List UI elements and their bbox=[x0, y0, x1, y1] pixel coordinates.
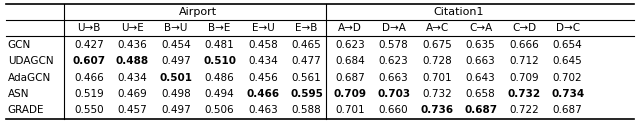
Text: 0.687: 0.687 bbox=[553, 105, 582, 115]
Text: C→A: C→A bbox=[469, 23, 492, 33]
Text: 0.481: 0.481 bbox=[205, 40, 234, 50]
Text: 0.709: 0.709 bbox=[509, 72, 539, 83]
Text: 0.703: 0.703 bbox=[377, 89, 410, 99]
Text: 0.477: 0.477 bbox=[292, 56, 321, 66]
Text: U→B: U→B bbox=[77, 23, 100, 33]
Text: 0.635: 0.635 bbox=[466, 40, 495, 50]
Text: 0.497: 0.497 bbox=[161, 56, 191, 66]
Text: 0.654: 0.654 bbox=[553, 40, 582, 50]
Text: 0.702: 0.702 bbox=[553, 72, 582, 83]
Text: 0.643: 0.643 bbox=[466, 72, 495, 83]
Text: U→E: U→E bbox=[121, 23, 144, 33]
Text: E→B: E→B bbox=[296, 23, 317, 33]
Text: 0.510: 0.510 bbox=[203, 56, 236, 66]
Text: A→C: A→C bbox=[426, 23, 449, 33]
Text: 0.732: 0.732 bbox=[508, 89, 541, 99]
Text: 0.434: 0.434 bbox=[118, 72, 147, 83]
Text: 0.607: 0.607 bbox=[72, 56, 106, 66]
Text: 0.519: 0.519 bbox=[74, 89, 104, 99]
Text: A→D: A→D bbox=[338, 23, 362, 33]
Text: 0.498: 0.498 bbox=[161, 89, 191, 99]
Text: 0.550: 0.550 bbox=[74, 105, 104, 115]
Text: 0.734: 0.734 bbox=[551, 89, 584, 99]
Text: 0.728: 0.728 bbox=[422, 56, 452, 66]
Text: 0.709: 0.709 bbox=[333, 89, 367, 99]
Text: 0.434: 0.434 bbox=[248, 56, 278, 66]
Text: ASN: ASN bbox=[8, 89, 29, 99]
Text: 0.663: 0.663 bbox=[379, 72, 408, 83]
Text: 0.463: 0.463 bbox=[248, 105, 278, 115]
Text: B→U: B→U bbox=[164, 23, 188, 33]
Text: 0.561: 0.561 bbox=[292, 72, 321, 83]
Text: 0.687: 0.687 bbox=[335, 72, 365, 83]
Text: 0.736: 0.736 bbox=[420, 105, 454, 115]
Text: C→D: C→D bbox=[512, 23, 536, 33]
Text: 0.486: 0.486 bbox=[205, 72, 234, 83]
Text: 0.466: 0.466 bbox=[74, 72, 104, 83]
Text: Citation1: Citation1 bbox=[434, 7, 484, 17]
Text: 0.588: 0.588 bbox=[292, 105, 321, 115]
Text: 0.458: 0.458 bbox=[248, 40, 278, 50]
Text: 0.457: 0.457 bbox=[118, 105, 147, 115]
Text: D→C: D→C bbox=[556, 23, 580, 33]
Text: 0.595: 0.595 bbox=[290, 89, 323, 99]
Text: 0.684: 0.684 bbox=[335, 56, 365, 66]
Text: 0.687: 0.687 bbox=[464, 105, 497, 115]
Text: 0.506: 0.506 bbox=[205, 105, 234, 115]
Text: 0.623: 0.623 bbox=[379, 56, 408, 66]
Text: 0.456: 0.456 bbox=[248, 72, 278, 83]
Text: 0.660: 0.660 bbox=[379, 105, 408, 115]
Text: 0.578: 0.578 bbox=[379, 40, 408, 50]
Text: GRADE: GRADE bbox=[8, 105, 44, 115]
Text: AdaGCN: AdaGCN bbox=[8, 72, 51, 83]
Text: 0.732: 0.732 bbox=[422, 89, 452, 99]
Text: 0.701: 0.701 bbox=[335, 105, 365, 115]
Text: 0.469: 0.469 bbox=[118, 89, 147, 99]
Text: 0.488: 0.488 bbox=[116, 56, 149, 66]
Text: 0.701: 0.701 bbox=[422, 72, 452, 83]
Text: 0.454: 0.454 bbox=[161, 40, 191, 50]
Text: 0.623: 0.623 bbox=[335, 40, 365, 50]
Text: GCN: GCN bbox=[8, 40, 31, 50]
Text: 0.436: 0.436 bbox=[118, 40, 147, 50]
Text: 0.427: 0.427 bbox=[74, 40, 104, 50]
Text: 0.666: 0.666 bbox=[509, 40, 539, 50]
Text: B→E: B→E bbox=[209, 23, 230, 33]
Text: 0.722: 0.722 bbox=[509, 105, 539, 115]
Text: 0.675: 0.675 bbox=[422, 40, 452, 50]
Text: 0.645: 0.645 bbox=[553, 56, 582, 66]
Text: D→A: D→A bbox=[381, 23, 406, 33]
Text: 0.663: 0.663 bbox=[466, 56, 495, 66]
Text: 0.658: 0.658 bbox=[466, 89, 495, 99]
Text: 0.501: 0.501 bbox=[159, 72, 193, 83]
Text: 0.494: 0.494 bbox=[205, 89, 234, 99]
Text: UDAGCN: UDAGCN bbox=[8, 56, 53, 66]
Text: Airport: Airport bbox=[179, 7, 217, 17]
Text: E→U: E→U bbox=[252, 23, 275, 33]
Text: 0.466: 0.466 bbox=[246, 89, 280, 99]
Text: 0.497: 0.497 bbox=[161, 105, 191, 115]
Text: 0.465: 0.465 bbox=[292, 40, 321, 50]
Text: 0.712: 0.712 bbox=[509, 56, 539, 66]
